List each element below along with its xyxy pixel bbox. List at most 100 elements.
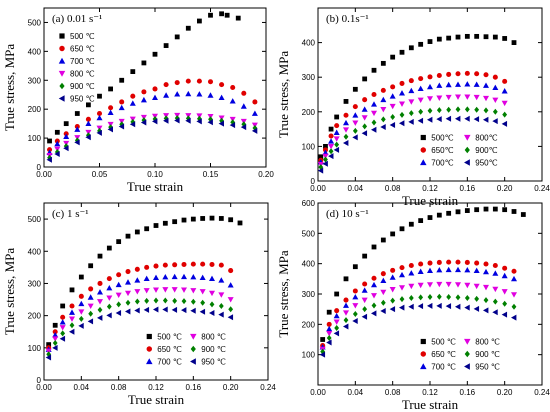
data-point [483,284,489,291]
data-point [209,290,215,297]
data-point [74,126,81,132]
y-tick-label: 0 [37,163,42,172]
data-point [47,138,52,144]
data-point [322,160,328,167]
x-axis-label: True strain [402,193,459,208]
data-point [54,129,60,135]
data-point [153,297,159,304]
data-point [464,259,470,265]
data-point [190,298,196,305]
x-tick-label: 0.00 [36,170,52,179]
data-point [436,259,442,265]
data-point [502,265,508,271]
data-point [60,314,66,320]
data-point [445,266,452,273]
data-point [141,60,147,66]
data-point [209,310,215,317]
data-point [52,322,58,328]
data-point [129,100,136,106]
data-point [172,219,178,225]
y-tick-label: 500 [28,215,42,224]
data-point [371,91,377,98]
legend: 500 ℃ 650 ℃ 700 ℃ 800 ℃ 900 ℃ 950 ℃ [58,32,95,104]
data-point [163,43,169,48]
data-point [427,302,433,309]
data-point [174,91,181,97]
data-point [352,127,358,134]
data-point [219,82,225,88]
panel-title: (c) 1 s⁻¹ [52,208,89,220]
data-point [399,226,405,232]
data-point [436,82,443,88]
data-point [343,127,349,133]
data-point [52,329,58,335]
data-point [69,328,75,335]
data-point [240,103,247,109]
y-tick-label: 200 [28,105,42,114]
x-tick-label: 0.20 [497,184,513,193]
data-point [87,294,94,300]
data-point [78,293,84,299]
data-point [143,275,150,282]
data-point [399,90,405,96]
legend: 500℃ 650℃ 700℃ 800℃ 900℃ 950℃ [420,134,498,168]
data-point [163,117,169,124]
data-point [125,233,131,239]
panel-title: (b) 0.1s⁻¹ [326,13,369,25]
data-point [352,264,358,270]
y-tick-label: 300 [302,73,316,82]
data-point [427,116,433,123]
x-tick-label: 0.00 [310,184,326,193]
y-tick-label: 500 [28,18,42,27]
data-point [116,301,122,308]
data-point [427,96,433,102]
data-point [511,303,517,310]
data-point [97,289,103,295]
data-point [427,267,433,274]
data-point [445,115,452,122]
data-point [446,106,452,113]
data-point [427,282,433,288]
data-point [106,245,112,251]
data-point [240,124,247,131]
data-point [52,339,58,346]
data-point [390,54,396,60]
x-tick-label: 0.08 [111,383,127,392]
data-point [343,119,349,126]
data-point [333,136,340,142]
data-point [445,94,452,101]
series-5 [46,117,258,163]
data-point [380,96,387,103]
y-tick-label: 400 [302,260,316,269]
data-point [492,97,499,104]
data-point [196,118,202,125]
x-tick-label: 0.08 [385,388,401,397]
data-point [390,84,396,90]
data-point [408,87,415,94]
data-point [408,270,415,276]
data-point [417,85,424,92]
data-point [474,71,480,77]
y-axis-label: True stress, MPa [276,51,291,139]
legend-label: 500 ℃ [157,333,182,342]
data-point [326,331,333,337]
data-point [492,262,498,269]
plot-frame [317,7,543,182]
series-5 [45,306,234,361]
legend-marker [190,333,197,340]
data-point [106,312,112,319]
data-point [408,45,414,51]
data-point [219,11,224,17]
x-tick-label: 0.12 [148,383,164,392]
data-point [436,116,442,123]
data-point [343,302,349,308]
data-point [317,167,324,174]
data-point [455,106,461,113]
legend-marker [464,363,470,370]
data-point [371,101,377,107]
data-point [200,299,206,306]
data-point [483,72,489,78]
data-point [483,206,489,212]
data-point [227,282,234,288]
